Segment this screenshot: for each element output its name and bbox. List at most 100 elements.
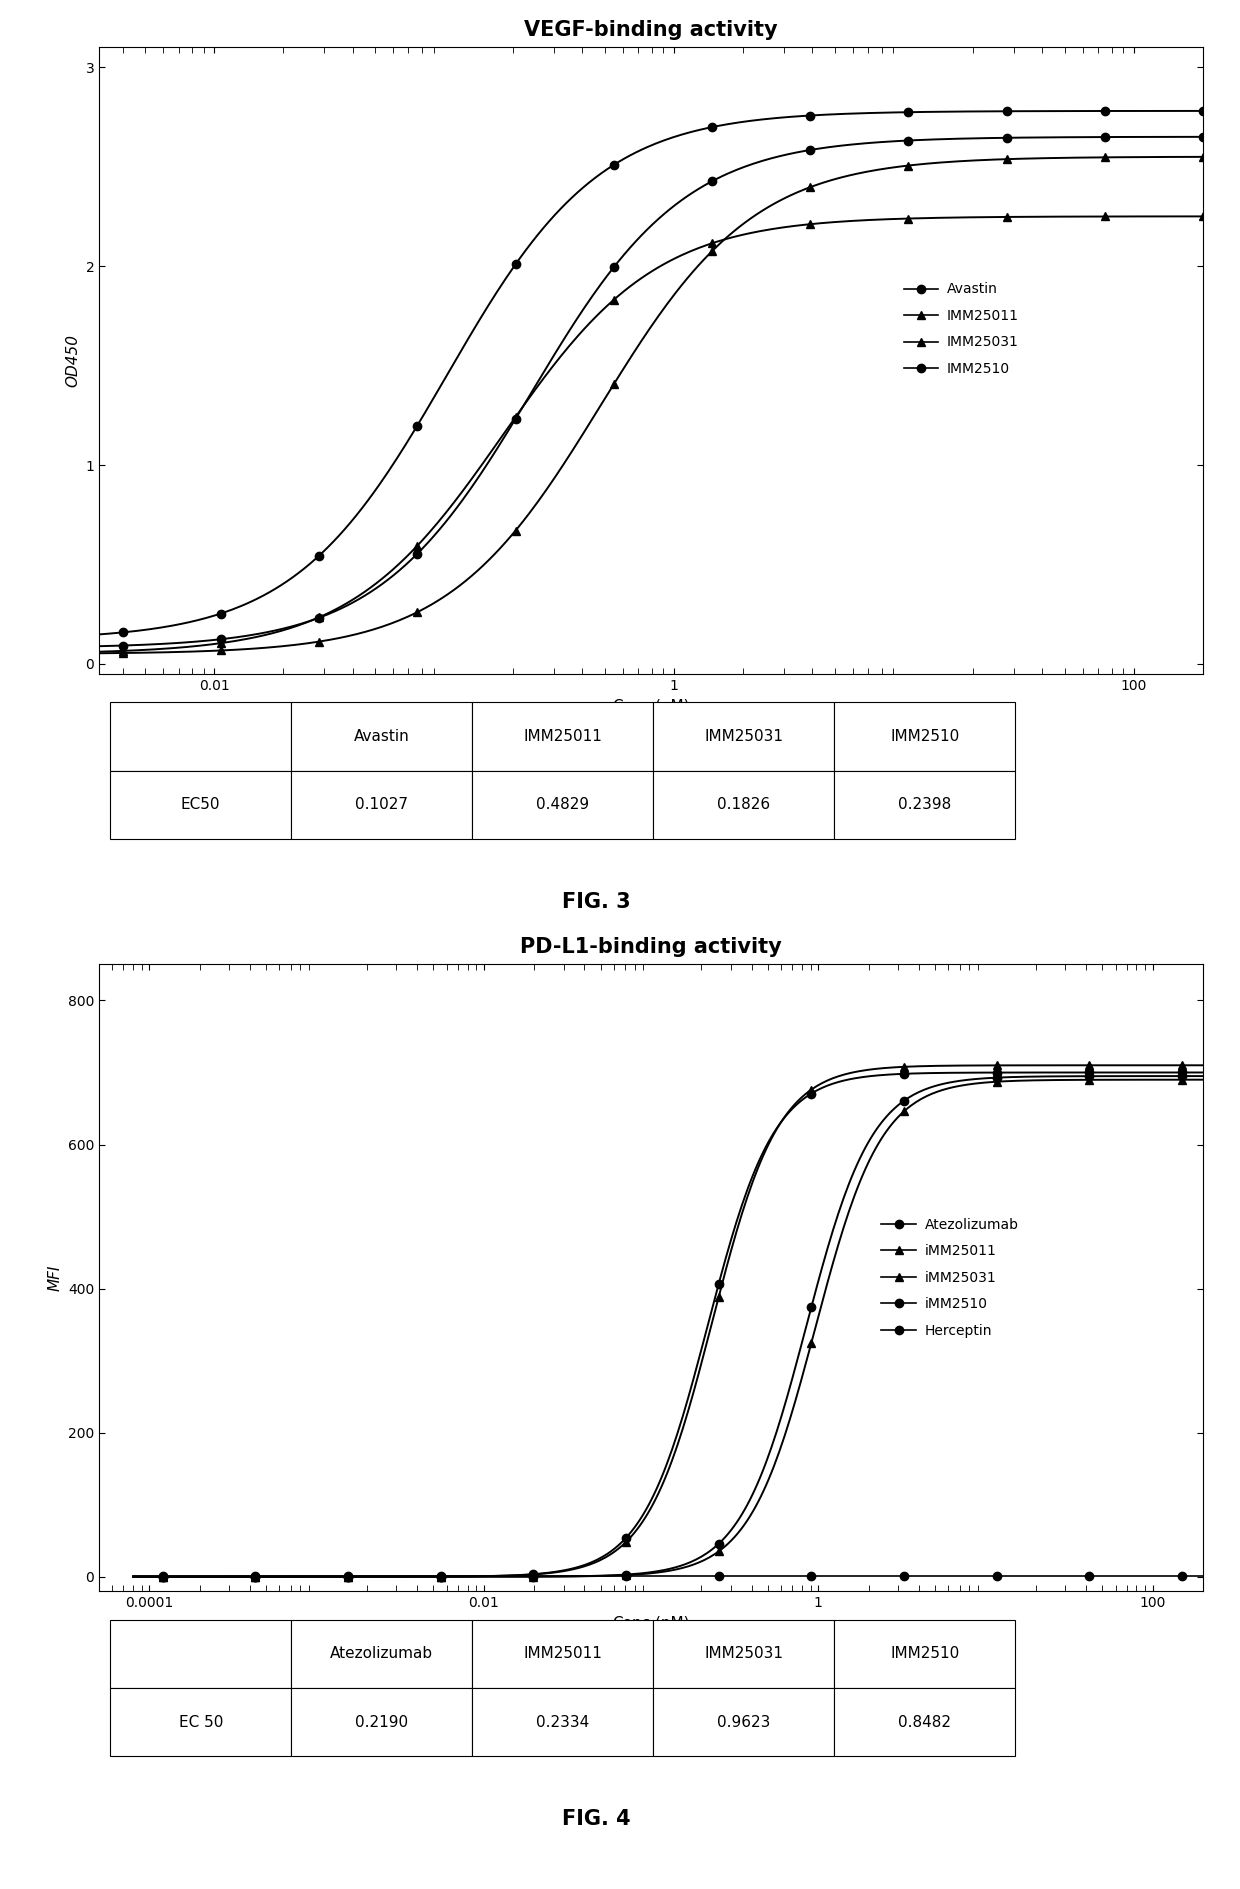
iMM2510 xyxy=(1174,1065,1189,1088)
Text: FIG. 3: FIG. 3 xyxy=(562,892,630,912)
Line: iMM2510: iMM2510 xyxy=(159,1071,1187,1581)
iMM25031 xyxy=(155,1566,170,1589)
X-axis label: Conc.(nM): Conc.(nM) xyxy=(613,1615,689,1630)
Herceptin xyxy=(341,1564,356,1587)
IMM2510 xyxy=(704,170,719,193)
IMM25031 xyxy=(213,631,228,654)
IMM25031 xyxy=(999,206,1014,229)
iMM2510 xyxy=(1083,1065,1097,1088)
iMM25031 xyxy=(1174,1069,1189,1092)
iMM25011 xyxy=(526,1562,541,1585)
iMM25031 xyxy=(712,1540,727,1562)
iMM2510 xyxy=(248,1566,263,1589)
Atezolizumab xyxy=(433,1566,448,1589)
Avastin xyxy=(704,115,719,138)
IMM25011 xyxy=(508,519,523,542)
iMM2510 xyxy=(526,1566,541,1589)
Avastin xyxy=(901,100,916,123)
IMM2510 xyxy=(1097,127,1112,149)
IMM25011 xyxy=(213,638,228,661)
IMM2510 xyxy=(802,138,817,161)
IMM2510 xyxy=(410,542,425,565)
Avastin xyxy=(999,100,1014,123)
IMM2510 xyxy=(999,127,1014,149)
iMM25031 xyxy=(248,1566,263,1589)
Line: Atezolizumab: Atezolizumab xyxy=(159,1069,1187,1581)
Legend: Avastin, IMM25011, IMM25031, IMM2510: Avastin, IMM25011, IMM25031, IMM2510 xyxy=(900,280,1022,380)
IMM2510 xyxy=(311,606,326,629)
iMM25011 xyxy=(1083,1054,1097,1077)
iMM25031 xyxy=(897,1099,911,1122)
IMM25031 xyxy=(1195,206,1210,229)
iMM25011 xyxy=(712,1286,727,1309)
iMM25011 xyxy=(1174,1054,1189,1077)
IMM25031 xyxy=(410,535,425,557)
iMM25011 xyxy=(341,1566,356,1589)
iMM25031 xyxy=(619,1564,634,1587)
X-axis label: Conc.(nM): Conc.(nM) xyxy=(613,699,689,714)
Atezolizumab xyxy=(619,1526,634,1549)
Atezolizumab xyxy=(990,1062,1004,1084)
Herceptin xyxy=(712,1564,727,1587)
iMM25011 xyxy=(248,1566,263,1589)
iMM2510 xyxy=(155,1566,170,1589)
IMM25031 xyxy=(704,232,719,255)
iMM25031 xyxy=(990,1071,1004,1094)
iMM25011 xyxy=(433,1566,448,1589)
Atezolizumab xyxy=(1174,1062,1189,1084)
IMM25011 xyxy=(999,147,1014,170)
IMM25011 xyxy=(901,155,916,178)
Line: Herceptin: Herceptin xyxy=(159,1572,1187,1579)
Atezolizumab xyxy=(526,1562,541,1585)
IMM25011 xyxy=(802,176,817,198)
Legend: Atezolizumab, iMM25011, iMM25031, iMM2510, Herceptin: Atezolizumab, iMM25011, iMM25031, iMM251… xyxy=(879,1215,1022,1341)
Line: IMM25031: IMM25031 xyxy=(119,212,1208,655)
IMM2510 xyxy=(606,255,621,278)
IMM25011 xyxy=(1195,145,1210,168)
iMM25031 xyxy=(526,1566,541,1589)
Avastin xyxy=(1195,100,1210,123)
iMM25031 xyxy=(804,1332,818,1354)
Title: PD-L1-binding activity: PD-L1-binding activity xyxy=(520,937,782,958)
iMM2510 xyxy=(804,1296,818,1319)
Y-axis label: OD450: OD450 xyxy=(64,334,79,387)
iMM2510 xyxy=(990,1065,1004,1088)
Avastin xyxy=(802,104,817,127)
Text: FIG. 4: FIG. 4 xyxy=(562,1810,630,1829)
Herceptin xyxy=(619,1564,634,1587)
Avastin xyxy=(1097,100,1112,123)
Herceptin xyxy=(433,1564,448,1587)
Herceptin xyxy=(804,1564,818,1587)
IMM25031 xyxy=(901,208,916,230)
iMM25011 xyxy=(619,1530,634,1553)
IMM25011 xyxy=(606,372,621,395)
Atezolizumab xyxy=(897,1062,911,1084)
Herceptin xyxy=(990,1564,1004,1587)
IMM25011 xyxy=(311,631,326,654)
Line: Avastin: Avastin xyxy=(119,108,1208,637)
Avastin xyxy=(213,603,228,625)
Line: iMM25031: iMM25031 xyxy=(159,1075,1187,1581)
Avastin xyxy=(508,253,523,276)
IMM25011 xyxy=(410,601,425,623)
Y-axis label: MFI: MFI xyxy=(47,1264,62,1290)
Line: iMM25011: iMM25011 xyxy=(159,1062,1187,1581)
Line: IMM25011: IMM25011 xyxy=(119,153,1208,657)
iMM25011 xyxy=(804,1079,818,1101)
Atezolizumab xyxy=(712,1273,727,1296)
IMM2510 xyxy=(115,635,130,657)
Herceptin xyxy=(1174,1564,1189,1587)
iMM2510 xyxy=(619,1564,634,1587)
IMM2510 xyxy=(508,408,523,431)
Avastin xyxy=(115,621,130,644)
IMM25031 xyxy=(606,289,621,312)
Title: VEGF-binding activity: VEGF-binding activity xyxy=(525,21,777,40)
IMM2510 xyxy=(213,627,228,650)
Atezolizumab xyxy=(341,1566,356,1589)
IMM25011 xyxy=(704,240,719,263)
Atezolizumab xyxy=(804,1082,818,1105)
IMM25031 xyxy=(115,640,130,663)
IMM25031 xyxy=(508,406,523,429)
IMM2510 xyxy=(901,128,916,151)
iMM25011 xyxy=(897,1056,911,1079)
